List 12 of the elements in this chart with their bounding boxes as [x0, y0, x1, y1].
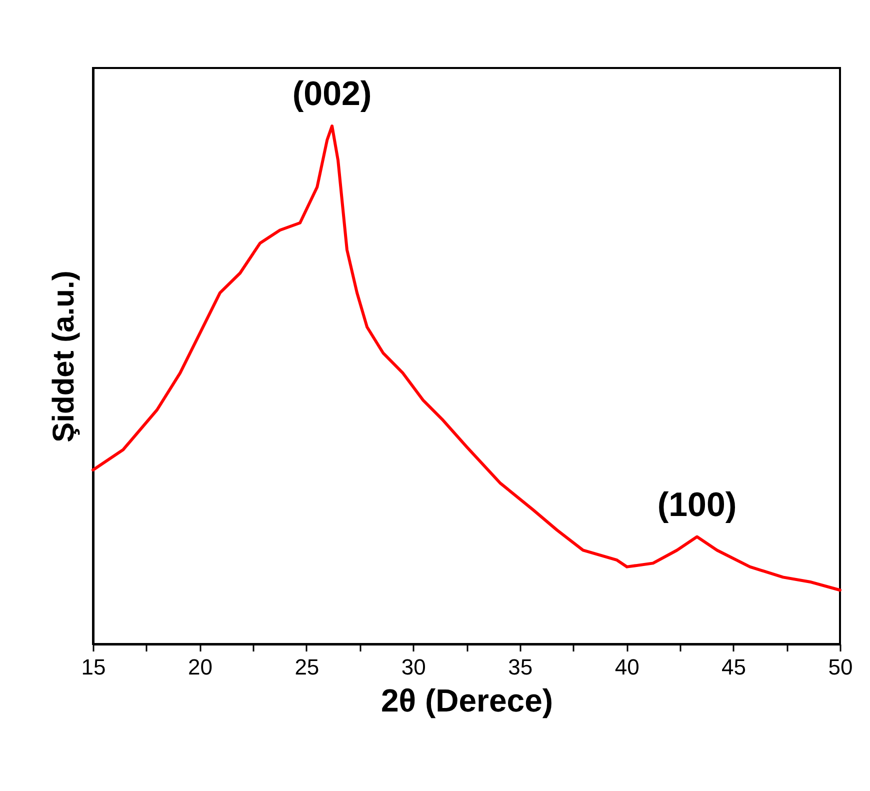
x-tick-label: 20: [188, 654, 212, 680]
x-tick-label: 30: [401, 654, 426, 680]
x-tick-label: 25: [294, 654, 320, 680]
x-tick-label: 40: [614, 654, 640, 680]
x-tick-label: 15: [81, 654, 106, 680]
annotation: (002): [292, 75, 372, 114]
x-axis-title: 2θ (Derece): [380, 682, 554, 718]
x-tick-label: 35: [508, 654, 533, 680]
x-tick-label: 45: [722, 654, 746, 680]
annotation: (100): [657, 486, 737, 524]
y-axis-title: Şiddet (a.u.): [48, 270, 80, 442]
x-tick-label: 50: [828, 654, 853, 680]
